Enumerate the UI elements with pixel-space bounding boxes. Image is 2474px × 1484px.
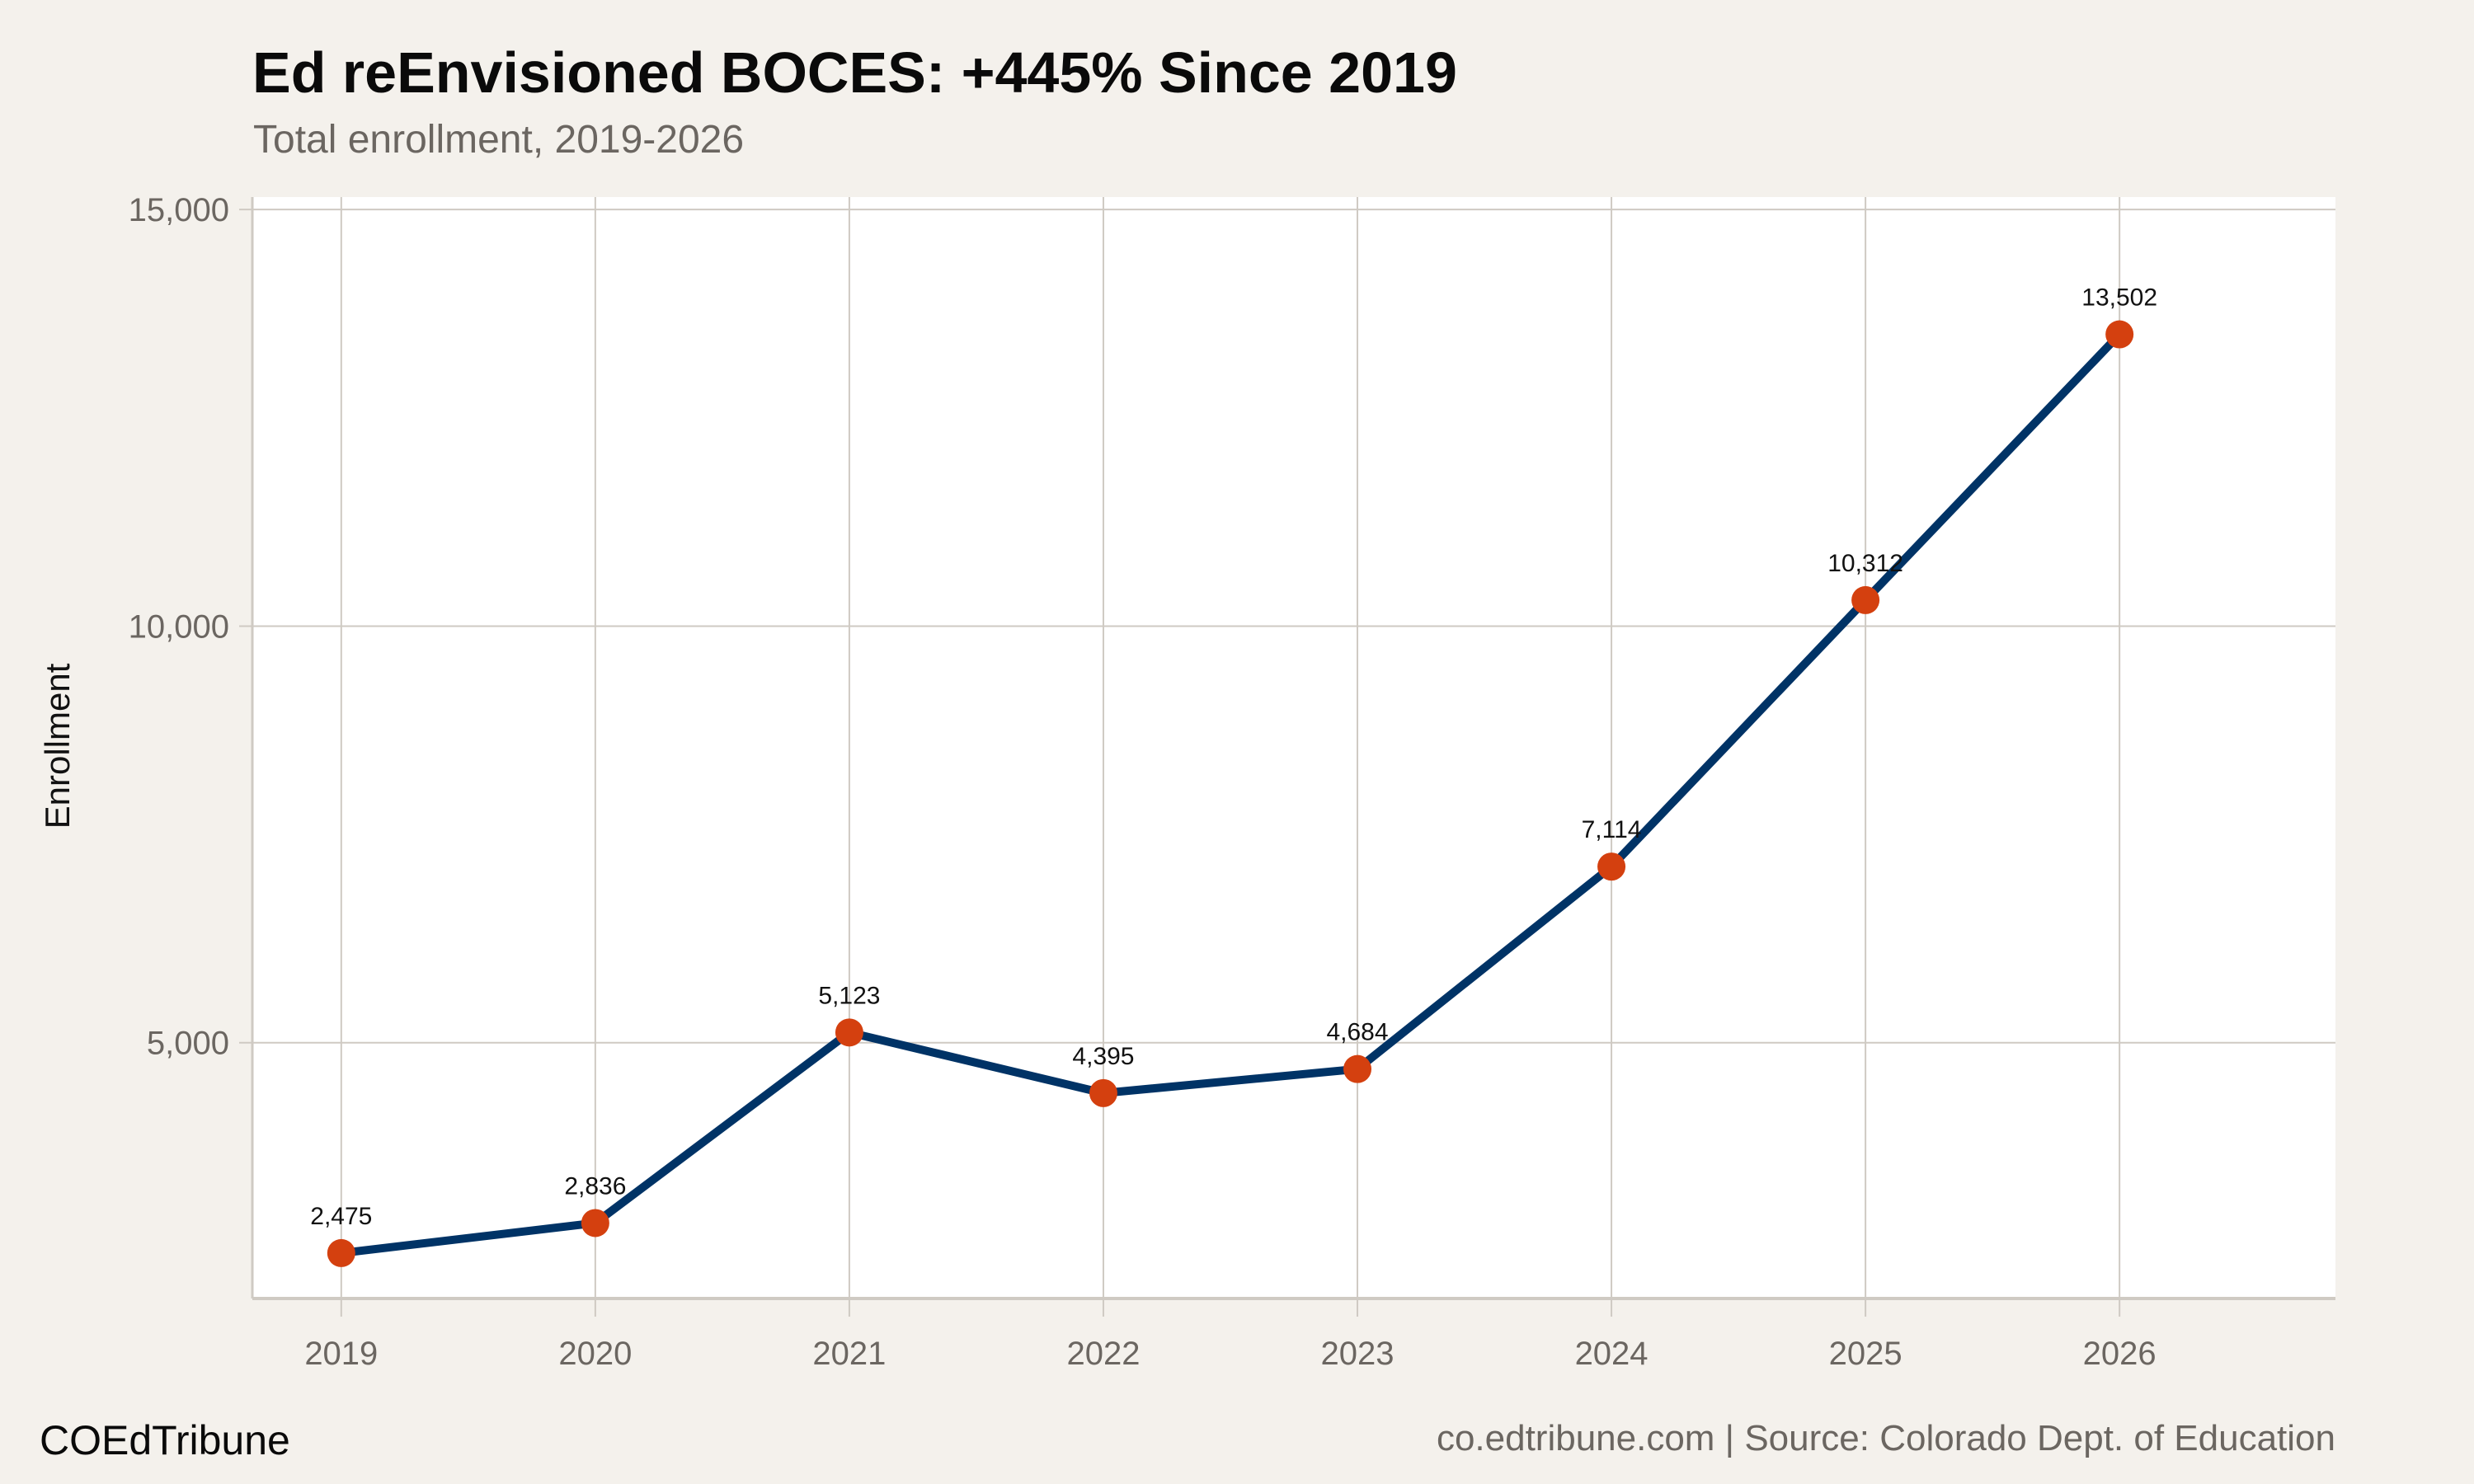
- data-point: [2105, 320, 2134, 349]
- plot-panel: [252, 197, 2335, 1298]
- x-tick-label: 2023: [1321, 1336, 1395, 1372]
- data-label: 2,836: [564, 1172, 626, 1200]
- source-label: co.edtribune.com | Source: Colorado Dept…: [1436, 1418, 2335, 1458]
- y-tick-label: 10,000: [129, 608, 229, 645]
- data-point: [1089, 1078, 1117, 1107]
- data-point: [1851, 585, 1880, 614]
- chart-subtitle: Total enrollment, 2019-2026: [253, 118, 745, 162]
- data-label: 5,123: [818, 982, 880, 1009]
- x-tick-label: 2024: [1575, 1336, 1649, 1372]
- data-point: [1597, 852, 1626, 881]
- data-label: 13,502: [2081, 284, 2157, 312]
- data-label: 10,312: [1827, 550, 1903, 577]
- x-tick-label: 2025: [1829, 1336, 1903, 1372]
- y-tick-label: 15,000: [129, 192, 229, 228]
- y-tick-label: 5,000: [147, 1026, 229, 1062]
- x-tick-label: 2022: [1066, 1336, 1140, 1372]
- chart-title: Ed reEnvisioned BOCES: +445% Since 2019: [252, 40, 1457, 105]
- data-point: [835, 1018, 863, 1047]
- x-tick-label: 2021: [812, 1336, 886, 1372]
- x-tick-label: 2026: [2083, 1336, 2157, 1372]
- data-point: [327, 1238, 355, 1267]
- x-tick-label: 2020: [558, 1336, 632, 1372]
- x-tick-label: 2019: [304, 1336, 378, 1372]
- data-label: 4,395: [1072, 1043, 1134, 1070]
- data-point: [581, 1209, 609, 1237]
- data-point: [1343, 1054, 1372, 1083]
- data-label: 2,475: [310, 1203, 372, 1230]
- data-label: 7,114: [1582, 816, 1642, 843]
- brand-label: COEdTribune: [40, 1417, 290, 1463]
- enrollment-line: [341, 331, 2123, 1257]
- data-label: 4,684: [1326, 1019, 1388, 1046]
